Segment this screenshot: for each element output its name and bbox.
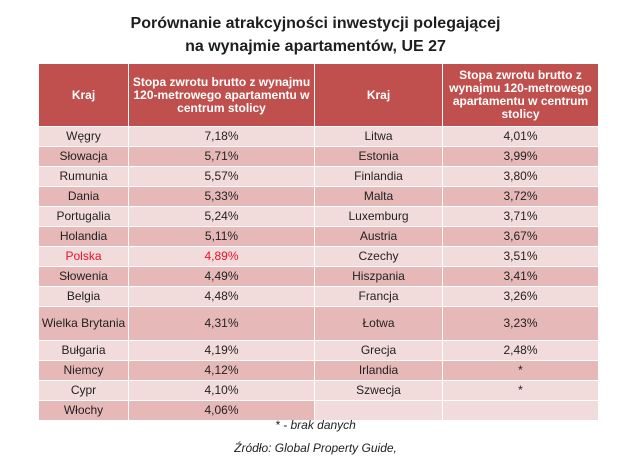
country-cell: Finlandia — [314, 166, 443, 187]
table-row: Rumunia 5,57% Finlandia 3,80% — [38, 166, 599, 187]
rate-cell: 4,01% — [442, 126, 599, 147]
table-row: Dania 5,33% Malta 3,72% — [38, 186, 599, 207]
rate-cell: 3,26% — [442, 286, 599, 307]
rate-cell: 5,24% — [128, 206, 315, 227]
country-cell: Węgry — [38, 126, 129, 147]
header-rate-left: Stopa zwrotu brutto z wynajmu 120-metrow… — [128, 63, 315, 127]
table-row: Cypr 4,10% Szwecja * — [38, 380, 599, 401]
country-cell: Szwecja — [314, 380, 443, 401]
country-cell: Belgia — [38, 286, 129, 307]
rate-cell: 4,31% — [128, 306, 315, 341]
country-cell: Bułgaria — [38, 340, 129, 361]
country-cell: Rumunia — [38, 166, 129, 187]
rate-cell: 5,11% — [128, 226, 315, 247]
rate-cell: * — [442, 360, 599, 381]
country-cell: Cypr — [38, 380, 129, 401]
rate-cell: 3,99% — [442, 146, 599, 167]
rate-cell: 3,23% — [442, 306, 599, 341]
country-cell-highlighted: Polska — [38, 246, 129, 267]
rate-cell: 2,48% — [442, 340, 599, 361]
source-note: Źródło: Global Property Guide, — [234, 441, 397, 455]
country-cell: Słowacja — [38, 146, 129, 167]
rental-yield-table: Kraj Stopa zwrotu brutto z wynajmu 120-m… — [38, 63, 599, 421]
rate-cell: 4,10% — [128, 380, 315, 401]
rate-cell: 3,80% — [442, 166, 599, 187]
rate-cell: 5,57% — [128, 166, 315, 187]
country-cell: Estonia — [314, 146, 443, 167]
country-cell: Czechy — [314, 246, 443, 267]
rate-cell: 5,33% — [128, 186, 315, 207]
country-cell: Słowenia — [38, 266, 129, 287]
title-line-2: na wynajmie apartamentów, UE 27 — [185, 38, 446, 55]
country-cell: Malta — [314, 186, 443, 207]
table-row: Portugalia 5,24% Luxemburg 3,71% — [38, 206, 599, 227]
rate-cell: 4,19% — [128, 340, 315, 361]
country-cell: Dania — [38, 186, 129, 207]
country-cell: Niemcy — [38, 360, 129, 381]
header-country-left: Kraj — [38, 63, 129, 127]
table-row: Belgia 4,48% Francja 3,26% — [38, 286, 599, 307]
rate-cell: 4,06% — [128, 400, 315, 421]
rate-cell: 3,71% — [442, 206, 599, 227]
title-line-1: Porównanie atrakcyjności inwestycji pole… — [130, 15, 501, 32]
country-cell: Hiszpania — [314, 266, 443, 287]
header-row: Kraj Stopa zwrotu brutto z wynajmu 120-m… — [38, 63, 599, 127]
country-cell: Luxemburg — [314, 206, 443, 227]
rate-cell: 4,48% — [128, 286, 315, 307]
rate-cell: 4,12% — [128, 360, 315, 381]
table-row: Holandia 5,11% Austria 3,67% — [38, 226, 599, 247]
country-cell: Włochy — [38, 400, 129, 421]
country-cell: Austria — [314, 226, 443, 247]
country-cell: Holandia — [38, 226, 129, 247]
country-cell: Grecja — [314, 340, 443, 361]
country-cell: Francja — [314, 286, 443, 307]
rate-cell: 3,67% — [442, 226, 599, 247]
table-row: Włochy 4,06% — [38, 400, 599, 421]
header-country-right: Kraj — [314, 63, 443, 127]
header-rate-right: Stopa zwrotu brutto z wynajmu 120-metrow… — [442, 63, 599, 127]
rate-cell: * — [442, 380, 599, 401]
country-cell: Litwa — [314, 126, 443, 147]
rate-cell: 7,18% — [128, 126, 315, 147]
table-row-highlighted: Polska 4,89% Czechy 3,51% — [38, 246, 599, 267]
table-row: Wielka Brytania 4,31% Łotwa 3,23% — [38, 306, 599, 341]
table-row: Węgry 7,18% Litwa 4,01% — [38, 126, 599, 147]
table-row: Bułgaria 4,19% Grecja 2,48% — [38, 340, 599, 361]
country-cell: Łotwa — [314, 306, 443, 341]
country-cell: Wielka Brytania — [38, 306, 129, 341]
rate-cell-highlighted: 4,89% — [128, 246, 315, 267]
rate-cell-empty — [442, 400, 599, 421]
country-cell: Portugalia — [38, 206, 129, 227]
rate-cell: 3,72% — [442, 186, 599, 207]
table-row: Słowacja 5,71% Estonia 3,99% — [38, 146, 599, 167]
rate-cell: 3,51% — [442, 246, 599, 267]
footnote: * - brak danych — [275, 418, 356, 432]
country-cell-empty — [314, 400, 443, 421]
table-row: Słowenia 4,49% Hiszpania 3,41% — [38, 266, 599, 287]
table-row: Niemcy 4,12% Irlandia * — [38, 360, 599, 381]
rate-cell: 4,49% — [128, 266, 315, 287]
country-cell: Irlandia — [314, 360, 443, 381]
rate-cell: 5,71% — [128, 146, 315, 167]
rate-cell: 3,41% — [442, 266, 599, 287]
